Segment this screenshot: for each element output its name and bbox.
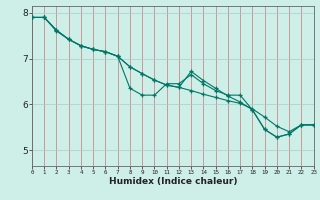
X-axis label: Humidex (Indice chaleur): Humidex (Indice chaleur)	[108, 177, 237, 186]
